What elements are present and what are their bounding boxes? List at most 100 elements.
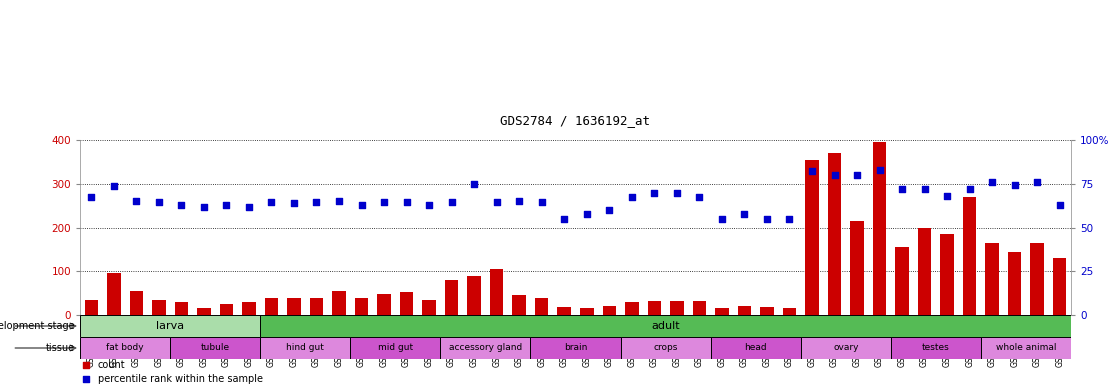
Bar xyxy=(198,308,211,315)
Point xyxy=(173,202,191,208)
Bar xyxy=(85,300,98,315)
Point xyxy=(375,199,393,205)
Point xyxy=(713,216,731,222)
Bar xyxy=(738,306,751,315)
Point xyxy=(510,198,528,204)
Bar xyxy=(377,294,391,315)
Point xyxy=(308,199,326,205)
Bar xyxy=(80,315,260,337)
Bar xyxy=(895,247,908,315)
Text: adult: adult xyxy=(652,321,680,331)
Bar xyxy=(715,308,729,315)
Text: development stage: development stage xyxy=(0,321,75,331)
Point xyxy=(804,169,821,175)
Bar xyxy=(711,337,800,359)
Point xyxy=(443,199,461,205)
Bar xyxy=(917,227,932,315)
Bar xyxy=(580,308,594,315)
Point xyxy=(465,181,483,187)
Point xyxy=(105,183,123,189)
Bar xyxy=(625,302,638,315)
Bar xyxy=(152,300,165,315)
Bar xyxy=(264,298,278,315)
Point xyxy=(600,207,618,213)
Bar xyxy=(800,337,891,359)
Point xyxy=(623,194,641,200)
Bar xyxy=(647,301,661,315)
Point xyxy=(961,186,979,192)
Point xyxy=(667,189,685,195)
Point xyxy=(83,194,100,200)
Text: brain: brain xyxy=(564,344,587,353)
Bar xyxy=(441,337,530,359)
Text: head: head xyxy=(744,344,767,353)
Bar xyxy=(850,221,864,315)
Point xyxy=(150,199,167,205)
Bar xyxy=(242,302,256,315)
Bar xyxy=(170,337,260,359)
Bar xyxy=(490,269,503,315)
Point xyxy=(939,193,956,199)
Text: tissue: tissue xyxy=(46,343,75,353)
Point xyxy=(195,204,213,210)
Point xyxy=(780,216,798,222)
Bar xyxy=(985,243,999,315)
Bar xyxy=(174,302,189,315)
Bar xyxy=(603,306,616,315)
Point xyxy=(262,199,280,205)
Bar xyxy=(260,337,350,359)
Point xyxy=(735,210,753,217)
Bar xyxy=(422,300,436,315)
Text: larva: larva xyxy=(156,321,184,331)
Point xyxy=(488,199,506,205)
Point xyxy=(397,199,415,205)
Text: tubule: tubule xyxy=(201,344,230,353)
Bar xyxy=(220,304,233,315)
Bar xyxy=(287,298,300,315)
Text: testes: testes xyxy=(922,344,950,353)
Bar xyxy=(760,307,773,315)
Point xyxy=(826,172,844,178)
Point xyxy=(578,210,596,217)
Text: GDS2784 / 1636192_at: GDS2784 / 1636192_at xyxy=(500,114,651,127)
Bar xyxy=(260,315,1071,337)
Text: hind gut: hind gut xyxy=(287,344,324,353)
Point xyxy=(893,186,911,192)
Point xyxy=(127,198,145,204)
Point xyxy=(1051,202,1069,208)
Text: accessory gland: accessory gland xyxy=(449,344,522,353)
Bar xyxy=(693,301,706,315)
Point xyxy=(1028,179,1046,185)
Point xyxy=(77,376,95,382)
Bar xyxy=(512,295,526,315)
Bar xyxy=(445,280,459,315)
Bar xyxy=(468,276,481,315)
Point xyxy=(532,199,550,205)
Bar xyxy=(558,307,571,315)
Bar xyxy=(80,337,170,359)
Text: fat body: fat body xyxy=(106,344,144,353)
Bar xyxy=(129,291,143,315)
Bar xyxy=(620,337,711,359)
Point xyxy=(330,198,348,204)
Bar xyxy=(891,337,981,359)
Text: percentile rank within the sample: percentile rank within the sample xyxy=(98,374,263,384)
Point xyxy=(556,216,574,222)
Bar xyxy=(873,142,886,315)
Point xyxy=(1006,182,1023,188)
Bar xyxy=(963,197,976,315)
Point xyxy=(758,216,776,222)
Bar xyxy=(530,337,620,359)
Point xyxy=(870,167,888,173)
Bar xyxy=(670,301,684,315)
Bar xyxy=(355,298,368,315)
Point xyxy=(848,172,866,178)
Point xyxy=(77,362,95,368)
Bar xyxy=(941,234,954,315)
Bar xyxy=(350,337,441,359)
Bar xyxy=(782,308,796,315)
Bar xyxy=(981,337,1071,359)
Bar xyxy=(1030,243,1043,315)
Bar xyxy=(400,292,413,315)
Bar xyxy=(107,273,121,315)
